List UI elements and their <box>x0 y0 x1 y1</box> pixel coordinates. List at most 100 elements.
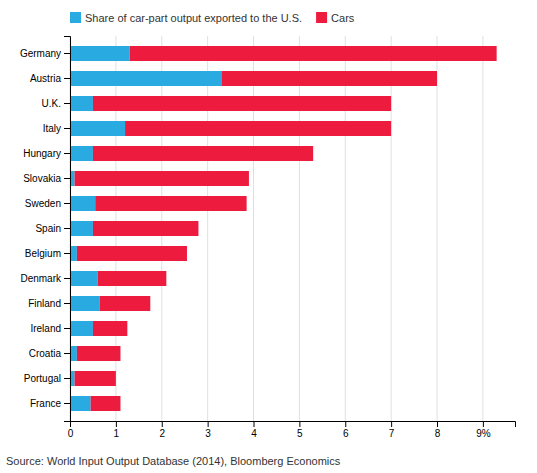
legend-item: Share of car-part output exported to the… <box>70 12 302 24</box>
x-tick-mark <box>299 421 300 427</box>
bar <box>70 146 93 161</box>
bar <box>95 196 246 211</box>
x-tick: 1 <box>114 421 120 439</box>
x-axis: 0 1 2 3 4 5 6 7 8 9% <box>68 421 516 439</box>
grid-line <box>391 36 392 421</box>
y-tick: France <box>30 398 70 409</box>
y-tick-label: Portugal <box>24 373 61 384</box>
y-tick-label: Sweden <box>25 198 61 209</box>
y-tick: Portugal <box>24 373 70 384</box>
grid-line <box>345 36 346 421</box>
bar <box>77 346 121 361</box>
legend-swatch <box>70 12 81 23</box>
y-tick-mark <box>64 178 70 179</box>
y-tick-mark <box>64 103 70 104</box>
x-tick: 4 <box>251 421 257 439</box>
y-tick: U.K. <box>42 98 70 109</box>
legend-label: Share of car-part output exported to the… <box>85 12 302 24</box>
grid <box>70 36 483 421</box>
y-tick: Denmark <box>20 273 70 284</box>
y-tick-mark <box>64 378 70 379</box>
y-tick: Belgium <box>25 248 70 259</box>
y-tick-mark <box>64 78 70 79</box>
x-tick-mark <box>391 421 392 427</box>
x-tick-label: 6 <box>343 428 349 439</box>
x-axis-line <box>71 422 516 428</box>
y-tick: Austria <box>30 73 70 84</box>
y-tick: Hungary <box>23 148 70 159</box>
legend-label: Cars <box>331 12 355 24</box>
bar <box>93 146 313 161</box>
bar <box>70 121 125 136</box>
y-tick: Germany <box>20 48 70 59</box>
y-tick-mark <box>64 53 70 54</box>
y-tick-mark <box>64 153 70 154</box>
x-tick-mark <box>345 421 346 427</box>
x-tick-label: 4 <box>251 428 257 439</box>
x-tick-mark <box>254 421 255 427</box>
bar <box>75 171 249 186</box>
y-tick-mark <box>64 128 70 129</box>
bar <box>98 271 167 286</box>
x-tick-mark <box>437 421 438 427</box>
bars <box>70 46 497 411</box>
y-tick-label: U.K. <box>42 98 61 109</box>
x-tick: 3 <box>205 421 211 439</box>
y-tick-label: Croatia <box>29 348 62 359</box>
y-tick-mark <box>64 203 70 204</box>
x-tick-mark <box>116 421 117 427</box>
x-tick: 6 <box>343 421 349 439</box>
plot: 0 1 2 3 4 5 6 7 8 9% Germany Austria U.K. Italy Hungar… <box>20 36 516 439</box>
bar <box>91 396 121 411</box>
y-tick: Sweden <box>25 198 70 209</box>
y-tick-label: Hungary <box>23 148 61 159</box>
grid-line <box>253 36 254 421</box>
x-tick-label: 9% <box>476 428 491 439</box>
y-tick-mark <box>64 328 70 329</box>
bar <box>70 271 98 286</box>
y-tick-label: Belgium <box>25 248 61 259</box>
y-tick-mark <box>64 253 70 254</box>
bar <box>70 346 77 361</box>
y-tick-label: Denmark <box>20 273 62 284</box>
x-tick-label: 2 <box>159 428 165 439</box>
y-tick: Italy <box>43 123 70 134</box>
x-tick-label: 8 <box>435 428 441 439</box>
bar <box>70 71 221 86</box>
y-tick: Croatia <box>29 348 70 359</box>
x-tick: 5 <box>297 421 303 439</box>
bar <box>70 296 100 311</box>
y-axis: Germany Austria U.K. Italy Hungary Slovakia Sw… <box>20 37 71 422</box>
bar <box>70 96 93 111</box>
grid-line <box>299 36 300 421</box>
bar <box>93 96 391 111</box>
x-tick-label: 5 <box>297 428 303 439</box>
x-tick: 7 <box>389 421 395 439</box>
source-note: Source: World Input Output Database (201… <box>6 455 341 467</box>
bar <box>130 46 497 61</box>
y-tick-mark <box>64 228 70 229</box>
x-tick-label: 0 <box>68 428 74 439</box>
x-tick-mark <box>162 421 163 427</box>
y-tick-label: Slovakia <box>23 173 61 184</box>
legend-item: Cars <box>316 12 355 24</box>
bar <box>93 321 127 336</box>
chart: 0 1 2 3 4 5 6 7 8 9% Germany Austria U.K. Italy Hungar… <box>0 0 537 473</box>
y-tick-label: Italy <box>43 123 61 134</box>
legend: Share of car-part output exported to the… <box>70 12 355 24</box>
bar <box>93 221 199 236</box>
grid-line <box>437 36 438 421</box>
legend-swatch <box>316 12 327 23</box>
grid-line <box>482 36 483 421</box>
y-tick-label: Ireland <box>30 323 61 334</box>
bar <box>75 371 116 386</box>
y-tick: Finland <box>28 298 70 309</box>
y-tick: Slovakia <box>23 173 70 184</box>
x-tick: 9% <box>476 421 491 439</box>
y-tick-label: Finland <box>28 298 61 309</box>
bar <box>70 46 130 61</box>
y-tick: Spain <box>35 223 70 234</box>
y-axis-line <box>64 37 71 422</box>
y-tick-label: Austria <box>30 73 62 84</box>
bar <box>125 121 391 136</box>
